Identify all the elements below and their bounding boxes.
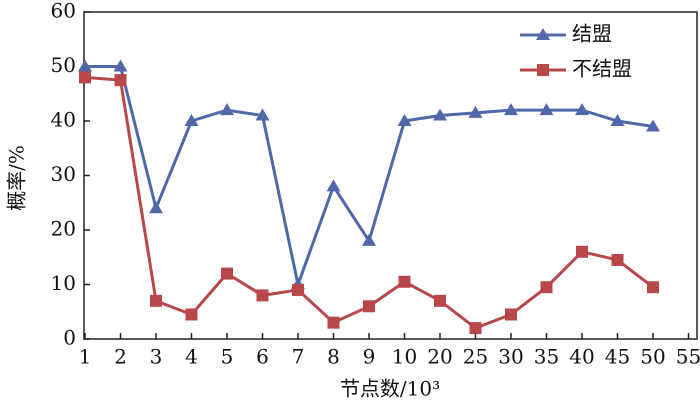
marker (434, 294, 446, 307)
marker (540, 281, 553, 294)
x-tick-label: 8 (327, 345, 340, 369)
x-tick-label: 55 (676, 345, 700, 369)
marker (363, 300, 375, 313)
marker (255, 108, 270, 121)
marker (185, 308, 198, 321)
legend-label: 不结盟 (572, 57, 632, 81)
marker (576, 245, 588, 258)
x-tick-label: 20 (427, 345, 452, 369)
marker (184, 114, 199, 126)
y-tick-label: 20 (51, 217, 76, 241)
marker (326, 179, 341, 192)
x-tick-label: 4 (185, 345, 198, 369)
y-axis-label: 概率/% (5, 145, 29, 211)
y-tick-label: 40 (51, 108, 76, 132)
x-tick-label: 3 (150, 345, 163, 369)
marker (433, 108, 447, 121)
marker (220, 103, 234, 116)
marker (256, 289, 269, 302)
x-tick-label: 35 (534, 345, 559, 369)
x-tick-label: 1 (79, 345, 92, 369)
marker (504, 103, 518, 116)
y-tick-label: 50 (51, 53, 76, 77)
x-tick-label: 2 (114, 345, 127, 369)
y-tick-label: 0 (63, 326, 76, 350)
marker (647, 281, 659, 294)
marker (397, 114, 412, 126)
y-tick-label: 60 (51, 0, 76, 23)
x-axis-label: 节点数/10³ (340, 377, 440, 401)
x-tick-label: 9 (363, 345, 376, 369)
series-line (84, 75, 654, 330)
marker (114, 74, 127, 87)
marker (221, 267, 233, 280)
x-tick-label: 45 (605, 345, 630, 369)
marker (646, 119, 660, 132)
legend-label: 结盟 (572, 22, 612, 46)
marker (149, 201, 163, 214)
y-tick-label: 10 (51, 271, 76, 295)
marker (362, 233, 376, 246)
marker (537, 64, 549, 76)
marker (78, 59, 92, 72)
x-tick-label: 7 (292, 345, 305, 369)
marker (539, 103, 554, 116)
marker (536, 28, 550, 40)
marker (469, 322, 482, 335)
marker (113, 59, 128, 72)
marker (611, 253, 624, 266)
x-tick-label: 10 (392, 345, 417, 369)
marker (327, 316, 340, 329)
series-line (85, 65, 654, 290)
marker (468, 105, 483, 118)
marker (575, 103, 589, 116)
marker (79, 71, 91, 84)
marker (292, 283, 304, 296)
x-tick-label: 30 (498, 345, 523, 369)
x-tick-label: 40 (569, 345, 594, 369)
marker (505, 308, 517, 321)
x-tick-label: 50 (640, 345, 665, 369)
marker (610, 114, 625, 126)
x-tick-label: 5 (221, 345, 234, 369)
marker (150, 294, 162, 307)
y-tick-label: 30 (51, 162, 76, 186)
marker (398, 275, 411, 288)
x-tick-label: 6 (256, 345, 269, 369)
x-tick-label: 25 (463, 345, 488, 369)
